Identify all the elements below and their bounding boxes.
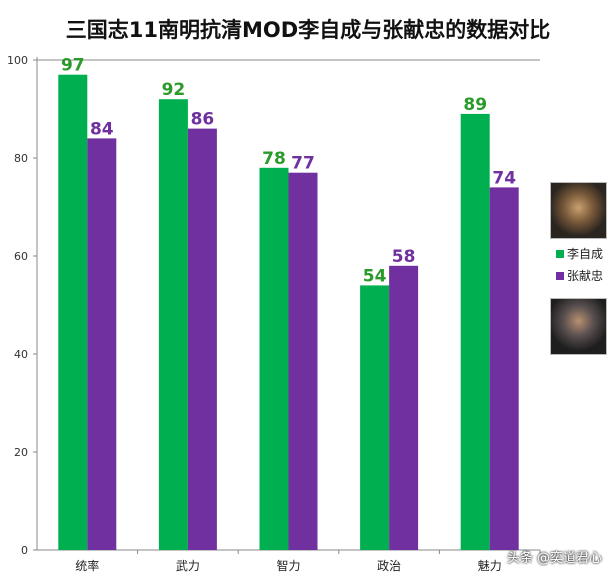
data-label: 58	[392, 247, 416, 267]
legend-item-zhang: 张献忠	[556, 267, 603, 284]
bar	[187, 128, 217, 550]
y-tick-label: 20	[14, 446, 28, 459]
data-label: 84	[90, 119, 114, 139]
bar	[389, 265, 419, 550]
bar	[87, 138, 117, 550]
data-label: 78	[262, 149, 286, 169]
y-tick-label: 40	[14, 348, 28, 361]
y-tick-label: 80	[14, 152, 28, 165]
legend-label: 李自成	[567, 247, 604, 261]
x-tick-label: 武力	[176, 559, 200, 573]
legend-label: 张献忠	[567, 269, 604, 283]
data-label: 86	[191, 110, 215, 130]
legend-swatch-purple	[556, 272, 564, 280]
x-tick-label: 魅力	[478, 558, 502, 573]
data-label: 92	[162, 80, 186, 100]
y-tick-label: 0	[21, 544, 28, 557]
chart-title: 三国志11南明抗清MOD李自成与张献忠的数据对比	[65, 18, 551, 42]
x-tick-label: 政治	[377, 559, 401, 573]
legend-swatch-green	[556, 250, 564, 258]
data-label: 89	[463, 95, 487, 115]
bar	[360, 285, 390, 550]
y-tick-label: 100	[7, 54, 28, 67]
bar	[288, 172, 318, 550]
bar	[259, 167, 289, 551]
bar	[158, 99, 188, 550]
li-zicheng-portrait	[550, 182, 607, 239]
bar	[489, 187, 519, 550]
bar	[58, 74, 88, 550]
data-label: 77	[291, 154, 315, 174]
x-tick-label: 智力	[276, 558, 300, 573]
data-label: 74	[492, 168, 516, 188]
x-tick-label: 统率	[75, 558, 99, 573]
data-label: 97	[61, 56, 85, 76]
y-tick-label: 60	[14, 250, 28, 263]
legend-item-li: 李自成	[556, 245, 603, 262]
watermark: 头条 @奕道君心	[506, 551, 602, 566]
bar	[460, 113, 490, 551]
data-label: 54	[363, 266, 387, 286]
zhang-xianzhong-portrait	[550, 298, 607, 355]
